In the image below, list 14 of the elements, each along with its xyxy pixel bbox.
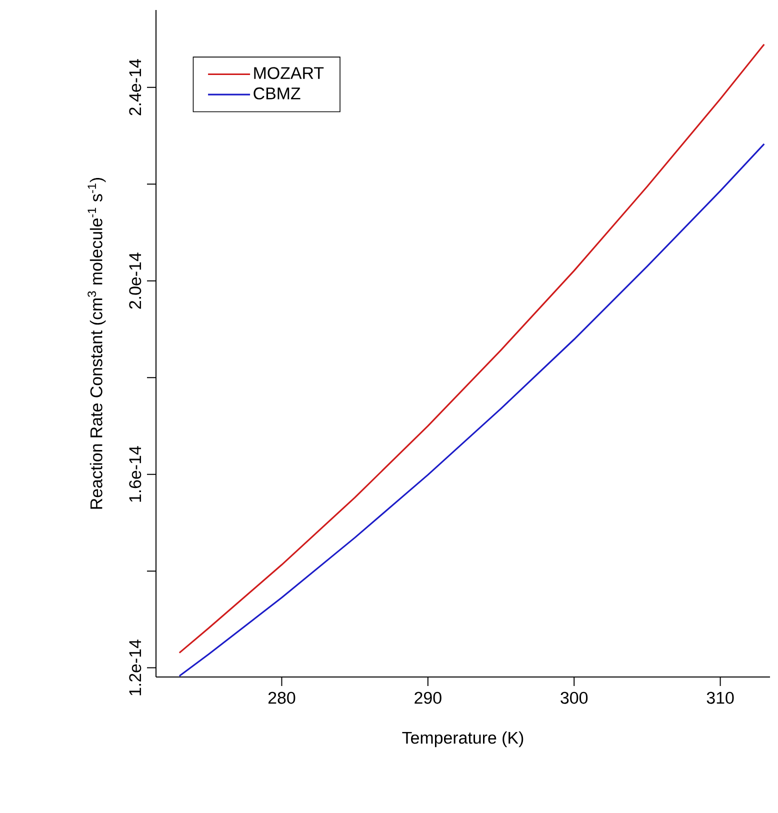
y-tick-label: 2.4e-14 — [129, 59, 142, 116]
y-tick-label: 1.6e-14 — [129, 446, 142, 502]
x-axis-title: Temperature (K) — [402, 731, 524, 748]
x-tick-label: 310 — [706, 692, 734, 704]
y-axis-title: Reaction Rate Constant (cm$^{3}$ molecule$^{-1}$ s$^{-1}$) — [88, 178, 106, 509]
legend-label: CBMZ — [254, 87, 300, 100]
x-tick-label: 290 — [414, 692, 442, 704]
y-tick-label: 1.2e-14 — [129, 640, 142, 696]
x-tick-label: 300 — [560, 692, 588, 704]
line-series — [178, 143, 765, 677]
line-series — [178, 44, 765, 654]
x-tick-label: 280 — [268, 692, 296, 704]
y-tick-label: 2.0e-14 — [129, 252, 142, 309]
legend-label: MOZART — [254, 67, 324, 80]
